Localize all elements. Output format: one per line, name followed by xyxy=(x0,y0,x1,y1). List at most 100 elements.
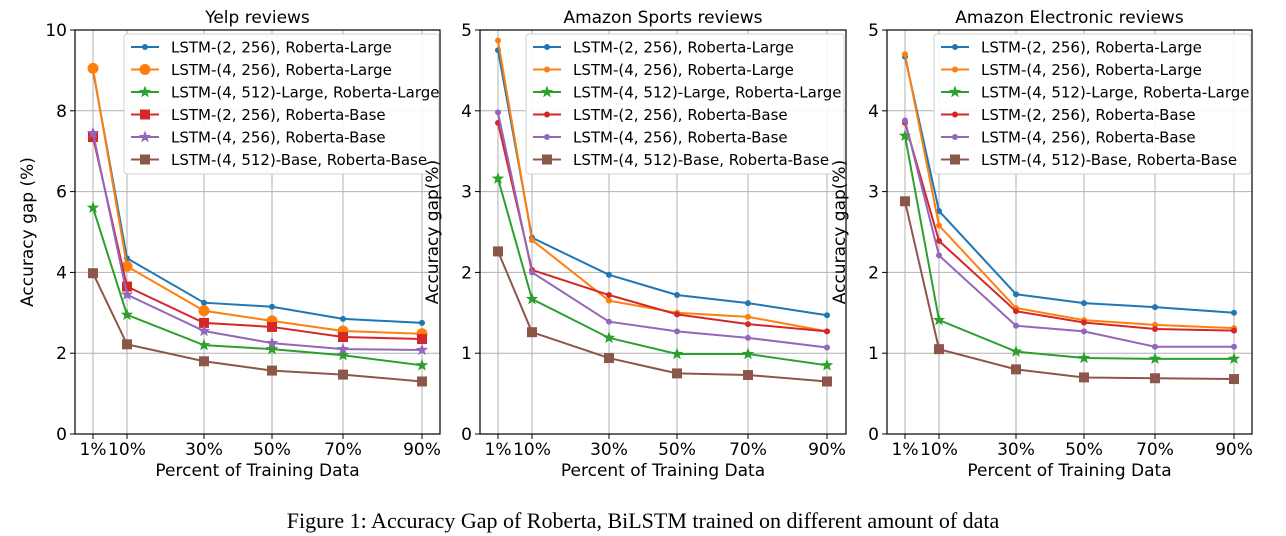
legend-marker xyxy=(948,85,962,98)
data-point xyxy=(267,365,277,376)
data-point xyxy=(419,319,425,326)
x-tick-label: 30% xyxy=(997,440,1035,460)
plot-frame xyxy=(74,29,441,435)
y-tick-label: 5 xyxy=(461,21,472,41)
data-point xyxy=(338,369,348,380)
x-tick-label: 50% xyxy=(253,440,291,460)
legend-label: LSTM-(4, 512)-Large, Roberta-Large xyxy=(573,84,842,102)
series-lstm-4-512-base-roberta-base xyxy=(88,268,427,387)
y-tick-label: 4 xyxy=(56,263,67,283)
data-point xyxy=(493,246,503,257)
legend-marker xyxy=(540,85,554,98)
legend-marker xyxy=(544,66,550,73)
y-tick-label: 5 xyxy=(868,21,879,41)
legend-label: LSTM-(4, 256), Roberta-Large xyxy=(573,61,794,79)
x-axis-label: Percent of Training Data xyxy=(155,461,359,481)
legend-label: LSTM-(2, 256), Roberta-Large xyxy=(981,39,1202,57)
data-point xyxy=(670,347,684,360)
data-point xyxy=(672,368,682,379)
legend-entry: LSTM-(4, 256), Roberta-Base xyxy=(131,129,386,147)
y-tick-label: 2 xyxy=(461,263,472,283)
data-point xyxy=(86,126,100,139)
data-point xyxy=(88,268,98,279)
legend-marker xyxy=(544,134,550,140)
data-point xyxy=(525,292,539,305)
data-point xyxy=(936,237,942,244)
data-point xyxy=(822,376,832,387)
legend-label: LSTM-(4, 256), Roberta-Large xyxy=(171,61,392,79)
x-tick-label: 70% xyxy=(324,440,362,460)
data-point xyxy=(902,117,908,124)
series-lstm-4-256-roberta-base xyxy=(902,117,1237,350)
legend-label: LSTM-(4, 256), Roberta-Large xyxy=(981,61,1202,79)
legend-marker xyxy=(138,130,152,143)
legend-label: LSTM-(4, 512)-Base, Roberta-Base xyxy=(573,151,829,169)
legend-entry: LSTM-(2, 256), Roberta-Large xyxy=(533,39,794,57)
legend-entry: LSTM-(4, 512)-Large, Roberta-Large xyxy=(533,84,842,102)
data-point xyxy=(1011,364,1021,375)
series-lstm-4-512-base-roberta-base xyxy=(900,196,1239,385)
x-axis-label: Percent of Training Data xyxy=(967,461,1171,481)
data-point xyxy=(1013,322,1019,329)
data-point xyxy=(745,313,751,320)
data-point xyxy=(1152,304,1158,311)
y-tick-label: 2 xyxy=(868,263,879,283)
data-point xyxy=(674,328,680,335)
data-point xyxy=(265,342,279,355)
data-point xyxy=(197,324,211,337)
legend: LSTM-(2, 256), Roberta-Large LSTM-(4, 256… xyxy=(933,33,1252,175)
data-point xyxy=(1081,300,1087,307)
data-point xyxy=(199,317,209,328)
data-point xyxy=(336,348,350,361)
y-tick-label: 3 xyxy=(461,183,472,203)
data-point xyxy=(936,222,942,229)
x-tick-label: 90% xyxy=(403,440,441,460)
data-point xyxy=(898,129,912,142)
series-line xyxy=(92,272,423,383)
y-tick-label: 8 xyxy=(56,102,67,122)
y-tick-label: 0 xyxy=(461,425,472,445)
x-tick-label: 90% xyxy=(808,440,846,460)
data-point xyxy=(745,321,751,328)
legend-label: LSTM-(4, 256), Roberta-Base xyxy=(981,129,1196,147)
series-line xyxy=(904,56,1235,314)
series-line xyxy=(92,68,423,335)
data-point xyxy=(824,344,830,351)
data-point xyxy=(199,356,209,367)
legend-marker xyxy=(140,154,150,165)
series-line xyxy=(497,40,828,333)
legend-entry: LSTM-(4, 256), Roberta-Large xyxy=(131,61,392,79)
data-point xyxy=(606,297,612,304)
x-tick-label: 1% xyxy=(80,440,107,460)
series-line xyxy=(497,178,828,367)
series-lstm-4-512-base-roberta-base xyxy=(493,246,832,387)
legend-label: LSTM-(2, 256), Roberta-Large xyxy=(573,39,794,57)
data-point xyxy=(495,109,501,116)
series-lstm-4-256-roberta-base xyxy=(495,109,830,351)
legend-label: LSTM-(2, 256), Roberta-Base xyxy=(573,106,788,124)
series-line xyxy=(92,136,423,341)
x-tick-label: 30% xyxy=(185,440,223,460)
legend-marker xyxy=(952,111,958,118)
x-tick-label: 50% xyxy=(658,440,696,460)
data-point xyxy=(604,353,614,364)
legend-marker xyxy=(542,154,552,165)
data-point xyxy=(201,299,207,306)
data-point xyxy=(1081,319,1087,326)
plot-frame xyxy=(886,29,1253,435)
data-point xyxy=(491,172,505,184)
legend-entry: LSTM-(2, 256), Roberta-Base xyxy=(533,106,788,124)
legend-entry: LSTM-(4, 512)-Base, Roberta-Base xyxy=(533,151,829,169)
legend-entry: LSTM-(4, 512)-Large, Roberta-Large xyxy=(941,84,1250,102)
data-point xyxy=(606,318,612,325)
series-line xyxy=(904,120,1234,348)
x-tick-label: 10% xyxy=(513,440,551,460)
legend-entry: LSTM-(4, 256), Roberta-Large xyxy=(941,61,1202,79)
series-line xyxy=(904,54,1235,330)
series-line xyxy=(497,112,828,349)
series-lstm-4-512-large-roberta-large xyxy=(491,172,834,371)
data-point xyxy=(1013,308,1019,315)
chart-title: Yelp reviews xyxy=(204,8,310,28)
data-point xyxy=(527,327,537,338)
chart-panel-2: 0 1 2 3 4 5 1% 10% 30% 50% 70% 90% LSTM-(2, 256), Ro… xyxy=(423,8,847,481)
